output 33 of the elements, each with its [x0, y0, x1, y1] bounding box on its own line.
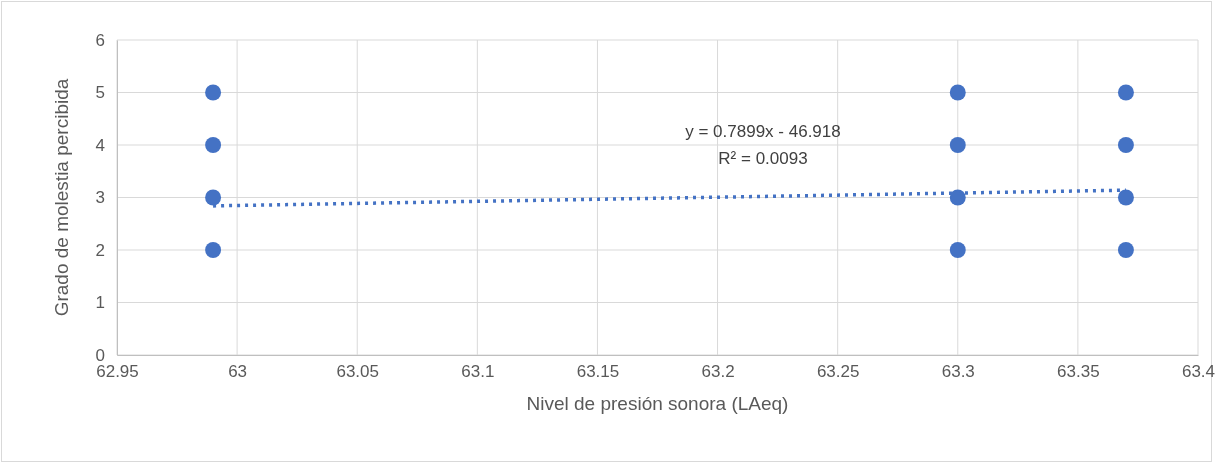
x-tick-label: 63.3	[941, 362, 975, 382]
point	[1117, 137, 1134, 153]
point	[205, 84, 222, 101]
y-tick-label: 1	[95, 293, 105, 313]
y-tick-label: 5	[95, 83, 105, 103]
x-tick-label: 63.15	[576, 362, 620, 382]
y-tick-label: 0	[95, 345, 105, 365]
point	[1117, 242, 1134, 258]
y-tick-label: 4	[95, 135, 105, 155]
x-tick-label: 63.1	[461, 362, 495, 382]
point	[949, 242, 966, 258]
annotation: R² = 0.0093	[718, 149, 808, 168]
x-tick-label: 63.2	[701, 362, 735, 382]
point	[205, 137, 222, 153]
x-axis-title: Nivel de presión sonora (LAeq)	[526, 393, 789, 414]
y-tick-label: 3	[95, 188, 105, 208]
point	[205, 242, 222, 258]
point	[949, 137, 966, 153]
x-tick-label: 63	[228, 362, 248, 382]
y-axis-title: Grado de molestia percibida	[51, 78, 72, 317]
point	[949, 189, 966, 206]
x-tick-label: 63.4	[1181, 362, 1216, 382]
y-tick-label: 2	[95, 240, 105, 260]
x-tick-label: 63.05	[336, 362, 379, 382]
x-tick-label: 63.35	[1057, 362, 1100, 382]
x-tick-label: 63.25	[816, 362, 860, 382]
point	[205, 189, 222, 206]
annotation: y = 0.7899x - 46.918	[685, 122, 841, 141]
y-tick-label: 6	[95, 30, 105, 50]
point	[1117, 189, 1134, 206]
x-tick-label: 62.95	[96, 362, 139, 382]
point	[949, 84, 966, 101]
point	[1117, 84, 1134, 101]
